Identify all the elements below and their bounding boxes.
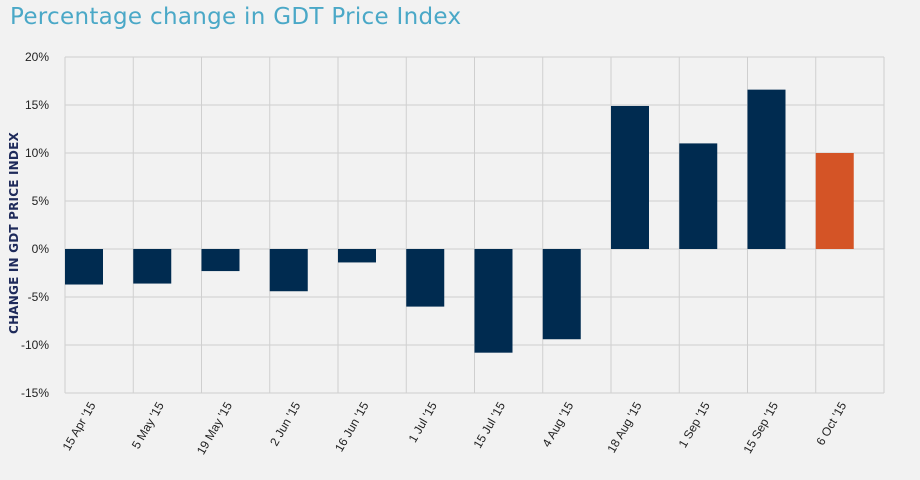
x-tick-label: 4 Aug '15: [539, 399, 576, 449]
x-tick-label: 18 Aug '15: [604, 399, 644, 455]
y-tick-label: -15%: [21, 386, 49, 400]
x-tick-label: 2 Jun '15: [267, 399, 303, 448]
x-tick-label: 19 May '15: [194, 399, 235, 457]
y-tick-label: -5%: [28, 290, 50, 304]
y-tick-layer: 20% 15% 10% 5% 0% -5% -10% -15%: [21, 50, 49, 400]
bar: [65, 249, 103, 285]
bar: [474, 249, 513, 353]
bar: [747, 89, 786, 249]
x-tick-label: 15 Apr '15: [60, 399, 99, 453]
bar: [611, 105, 649, 250]
y-tick-label: 15%: [25, 98, 49, 112]
bar-layer: [65, 89, 854, 353]
bar: [269, 249, 308, 292]
grid-layer: [64, 56, 885, 394]
x-tick-label: 16 Jun '15: [332, 399, 372, 454]
bar: [542, 249, 581, 340]
bar: [133, 249, 172, 284]
x-tick-layer: 15 Apr '15 5 May '15 19 May '15 2 Jun '15 16…: [60, 399, 850, 457]
x-tick-label: 15 Jul '15: [470, 399, 508, 450]
x-tick-label: 6 Oct '15: [813, 399, 849, 448]
bar: [338, 249, 376, 263]
y-tick-label: 5%: [32, 194, 50, 208]
x-tick-label: 5 May '15: [129, 399, 167, 451]
bar: [679, 143, 718, 249]
y-tick-label: -10%: [21, 338, 49, 352]
y-tick-label: 0%: [32, 242, 50, 256]
x-tick-label: 1 Jul '15: [406, 399, 440, 445]
x-tick-label: 15 Sep '15: [740, 399, 781, 456]
bar: [201, 249, 240, 272]
y-tick-label: 10%: [25, 146, 49, 160]
x-tick-label: 1 Sep '15: [676, 399, 713, 450]
bar: [406, 249, 445, 307]
y-tick-label: 20%: [25, 50, 49, 64]
chart-title: Percentage change in GDT Price Index: [10, 4, 462, 30]
bar: [815, 153, 854, 249]
